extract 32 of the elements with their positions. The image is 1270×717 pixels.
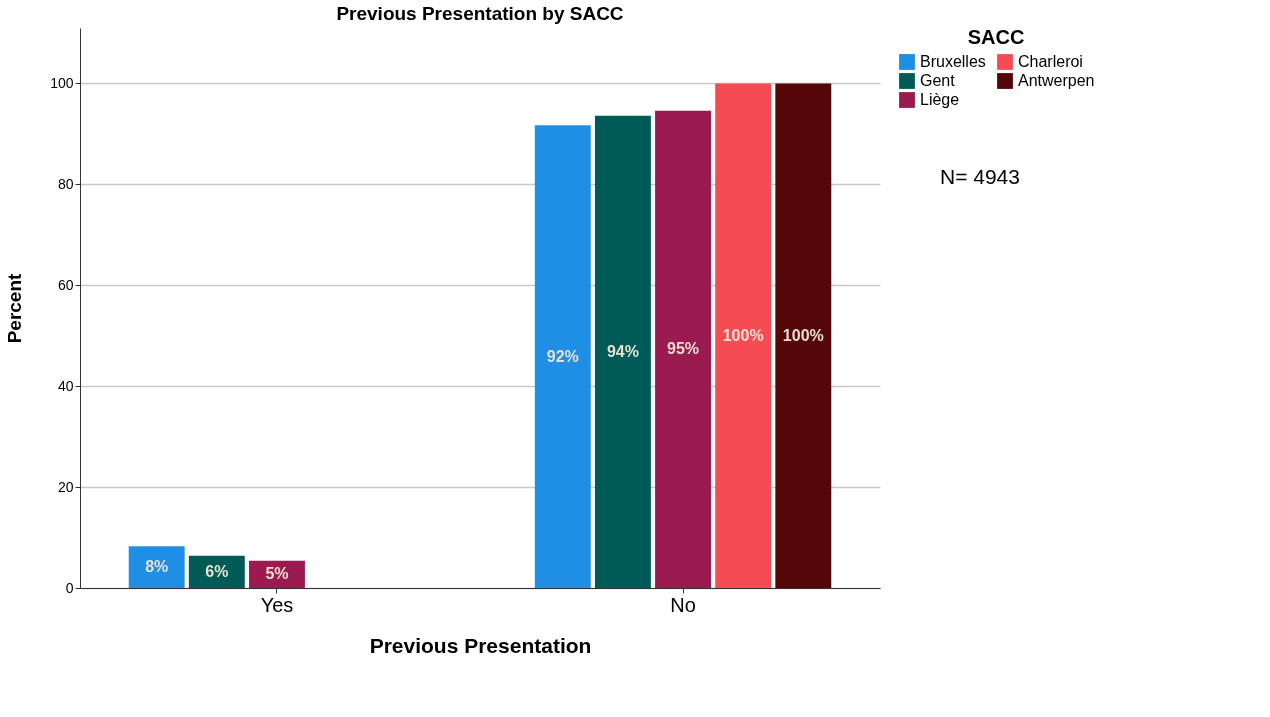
bar <box>775 83 832 588</box>
data-label: 94% <box>606 342 639 360</box>
data-label: 5% <box>265 565 289 583</box>
data-label: 95% <box>667 340 700 358</box>
data-label: 100% <box>782 326 824 344</box>
y-tick-label: 20 <box>57 478 74 495</box>
data-label: 92% <box>546 347 579 365</box>
bar <box>594 115 651 588</box>
legend-label: Antwerpen <box>1018 72 1095 89</box>
legend-title: SACC <box>967 26 1025 48</box>
y-axis-title: Percent <box>4 272 26 344</box>
x-axis-title: Previous Presentation <box>369 633 592 657</box>
data-label: 100% <box>722 326 764 344</box>
legend-label: Bruxelles <box>920 53 986 70</box>
y-tick-label: 0 <box>65 579 74 596</box>
y-tick-label: 60 <box>57 276 74 293</box>
data-label: 6% <box>205 562 229 580</box>
legend-label: Charleroi <box>1018 53 1083 70</box>
legend-label: Liège <box>920 91 960 108</box>
x-tick-label: Yes <box>260 593 294 616</box>
data-label: 8% <box>145 558 169 576</box>
y-tick-label: 100 <box>50 75 74 91</box>
legend-label: Gent <box>920 72 956 89</box>
y-tick-label: 80 <box>57 175 74 192</box>
bar <box>715 83 772 588</box>
bar <box>534 125 591 588</box>
x-tick-label: No <box>670 593 696 616</box>
bar <box>128 546 185 588</box>
chart-title: Previous Presentation by SACC <box>336 3 624 24</box>
text: N= 4943 <box>940 165 1020 188</box>
bar <box>655 110 712 588</box>
y-tick-label: 40 <box>57 377 74 394</box>
